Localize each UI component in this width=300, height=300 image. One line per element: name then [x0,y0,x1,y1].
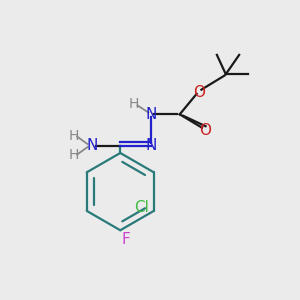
Text: N: N [146,138,157,153]
Text: N: N [86,138,98,153]
Text: H: H [128,97,139,111]
Text: O: O [199,123,211,138]
Text: H: H [69,148,80,162]
Text: O: O [193,85,205,100]
Text: F: F [122,232,130,247]
Text: N: N [146,107,157,122]
Text: H: H [69,129,80,143]
Text: Cl: Cl [134,200,149,215]
